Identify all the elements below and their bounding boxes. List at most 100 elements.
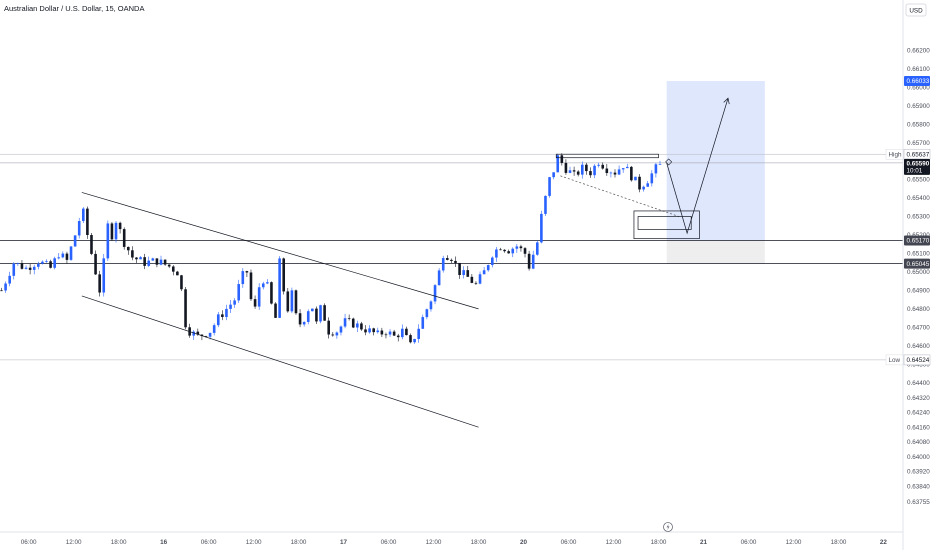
lightning-icon[interactable] [663, 522, 673, 532]
candle [65, 251, 69, 264]
candle-body [589, 171, 592, 176]
pin-icon[interactable] [665, 158, 673, 166]
currency-button[interactable]: USD [905, 3, 927, 17]
time-tick-label: 12:00 [66, 539, 82, 546]
candle-body [102, 258, 106, 293]
candle-body [396, 335, 400, 338]
candle-body [515, 246, 519, 249]
candle [274, 302, 277, 318]
candle-body [511, 248, 515, 254]
price-tick-label: 0.64000 [907, 454, 930, 461]
candle [257, 283, 261, 310]
candle [580, 161, 584, 179]
candle [364, 325, 367, 336]
candle-body [646, 183, 650, 187]
candle [462, 266, 465, 279]
candle-body [315, 308, 318, 322]
candle-body [356, 323, 359, 328]
support-box-outer[interactable] [633, 210, 700, 240]
candle [339, 325, 343, 336]
candle-body [564, 162, 568, 173]
time-tick-label: 06:00 [741, 539, 757, 546]
candle [384, 332, 388, 339]
candle [396, 333, 400, 342]
candle [519, 244, 523, 252]
price-tick-label: 0.64800 [907, 306, 930, 313]
candle-body [106, 223, 110, 259]
candle-body [261, 283, 265, 288]
candle-body [286, 291, 290, 312]
candle [192, 330, 196, 340]
price-tick-label: 0.64080 [907, 439, 930, 446]
candle-body [544, 195, 547, 214]
candle [241, 268, 245, 288]
price-tick-label: 0.63920 [907, 469, 930, 476]
dashed-trend-line[interactable] [560, 175, 680, 217]
candle-body [94, 253, 97, 275]
candle-body [225, 308, 228, 318]
candle [482, 266, 486, 275]
time-tick-label: 18:00 [831, 539, 847, 546]
candle [114, 221, 118, 243]
candle [458, 262, 461, 279]
candle-body [221, 314, 224, 318]
candle [564, 159, 568, 175]
candle [4, 281, 7, 293]
candle-body [351, 318, 355, 328]
support-box-inner[interactable] [637, 216, 692, 230]
candle [188, 323, 191, 338]
candle-body [621, 168, 625, 170]
candle [511, 247, 515, 258]
candle-body [601, 164, 605, 169]
candle [302, 321, 306, 327]
candle-body [531, 254, 535, 269]
last-price-bg [904, 158, 930, 175]
candle [446, 255, 449, 261]
projection-path[interactable] [666, 98, 729, 235]
channel-lower-line[interactable] [81, 295, 479, 428]
candle-body [241, 271, 245, 285]
line-price-label-1: 0.65170 [907, 238, 930, 245]
candle [421, 314, 425, 330]
candle-body [306, 311, 310, 322]
channel-upper-line[interactable] [81, 192, 479, 310]
candle [94, 250, 97, 275]
candle [118, 221, 122, 234]
candle-body [642, 186, 645, 190]
candle-body [658, 164, 662, 165]
candle [12, 262, 16, 280]
candle-body [654, 164, 658, 174]
candle-body [540, 213, 543, 243]
candle-body [110, 223, 114, 240]
price-tick-label: 0.66100 [907, 66, 930, 73]
candle [376, 327, 380, 334]
candle [356, 320, 359, 332]
candle [253, 295, 257, 309]
level-name-bg [885, 149, 904, 160]
candle [585, 162, 588, 175]
candle [319, 304, 322, 324]
candle [90, 232, 93, 256]
candle [495, 247, 498, 262]
time-tick-label: 18:00 [291, 539, 307, 546]
candle-body [462, 270, 465, 276]
candle-body [409, 335, 412, 343]
range-top-box[interactable] [555, 153, 659, 159]
candle [572, 166, 576, 176]
candle-body [429, 301, 433, 310]
time-tick-label: 12:00 [606, 539, 622, 546]
candle-body [347, 318, 351, 319]
candle-body [605, 168, 609, 174]
candle [98, 270, 101, 297]
candle-body [486, 265, 490, 271]
candle-body [8, 275, 11, 284]
candle-body [159, 259, 163, 265]
candle [605, 164, 609, 176]
candle [478, 271, 482, 285]
candle [41, 260, 44, 265]
candle [507, 249, 510, 254]
candle-body [609, 172, 613, 174]
candle [290, 287, 294, 314]
